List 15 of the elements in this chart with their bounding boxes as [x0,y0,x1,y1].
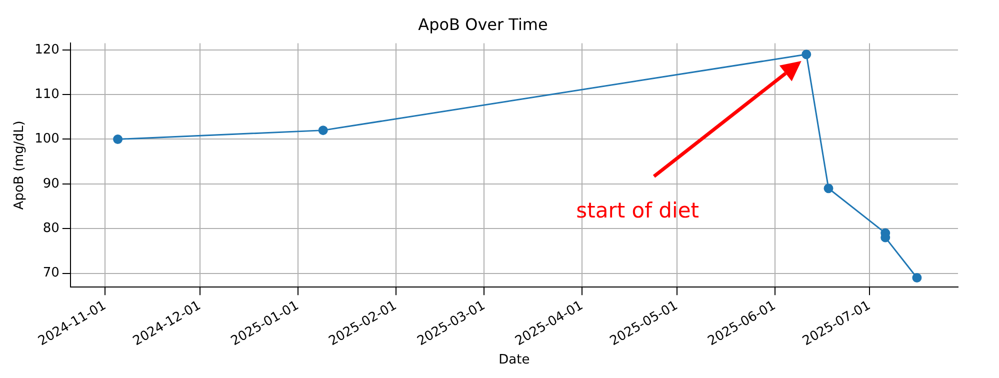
chart-title: ApoB Over Time [418,14,548,34]
point [912,272,922,282]
y-tick-label: 70 [42,266,60,281]
y-tick-label: 110 [34,86,60,102]
point [113,134,123,144]
y-tick-label: 100 [34,132,60,147]
y-axis-title: ApoB (mg/dL) [12,120,28,210]
y-tick-label: 80 [42,220,60,236]
point [318,126,328,136]
annotation: start of diet [576,198,699,222]
point [802,50,812,60]
x-axis-title: Date [498,352,530,368]
point [824,184,834,194]
y-tick-label: 120 [34,42,60,58]
y-tick-label: 90 [42,176,60,192]
